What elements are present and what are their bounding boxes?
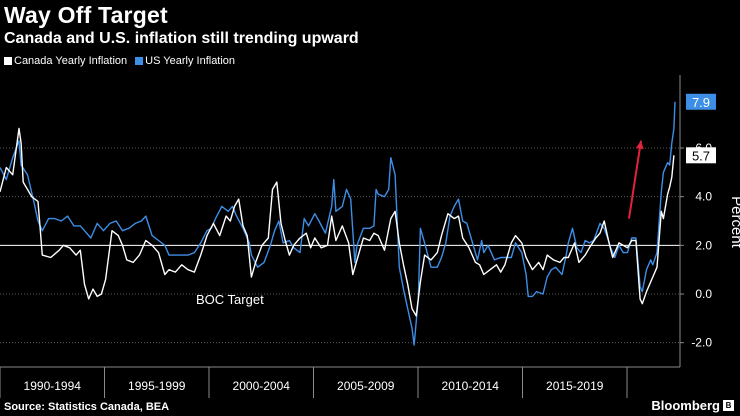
legend-label-canada: Canada Yearly Inflation bbox=[14, 55, 128, 67]
x-category-label: 1995-1999 bbox=[128, 379, 186, 393]
legend: Canada Yearly Inflation US Yearly Inflat… bbox=[4, 55, 235, 67]
y-tick-label: 0.0 bbox=[695, 287, 712, 301]
red-arrow-head bbox=[635, 140, 644, 150]
y-tick-label: -2.0 bbox=[691, 336, 712, 350]
us-end-label-box bbox=[686, 93, 716, 110]
y-tick-label: 4.0 bbox=[695, 190, 712, 204]
red-arrow-shaft bbox=[628, 140, 642, 219]
x-category-label: 1990-1994 bbox=[24, 379, 82, 393]
annotation-layer: 7.9 5.7 bbox=[628, 93, 716, 219]
legend-item-canada: Canada Yearly Inflation bbox=[4, 55, 127, 67]
source-note: Source: Statistics Canada, BEA bbox=[4, 401, 170, 413]
brand-name: Bloomberg bbox=[651, 398, 720, 413]
chart-title: Way Off Target bbox=[4, 2, 168, 28]
x-category-label: 2010-2014 bbox=[442, 379, 500, 393]
legend-swatch-canada bbox=[4, 57, 12, 65]
target-layer: BOC Target bbox=[0, 244, 680, 307]
canada-end-label-box bbox=[686, 147, 716, 164]
legend-swatch-us bbox=[135, 57, 144, 65]
x-category-label: 2000-2004 bbox=[233, 379, 291, 393]
bloomberg-logo-icon: B bbox=[723, 400, 734, 411]
legend-label-us: US Yearly Inflation bbox=[145, 55, 236, 67]
y-tick-label: 2.0 bbox=[695, 238, 712, 252]
brand: Bloomberg B bbox=[651, 398, 734, 413]
us-inflation-line bbox=[0, 101, 676, 346]
x-category-label: 2015-2019 bbox=[546, 379, 604, 393]
x-category-layer: 1990-1994 1995-1999 2000-2004 2005-2009 2010… bbox=[0, 366, 680, 398]
canada-inflation-line bbox=[0, 127, 675, 317]
series-layer bbox=[0, 101, 676, 346]
chart-subtitle: Canada and U.S. inflation still trending… bbox=[4, 30, 359, 47]
y-axis-title: Percent bbox=[728, 196, 740, 249]
canada-end-label: 5.7 bbox=[692, 148, 710, 163]
legend-item-us: US Yearly Inflation bbox=[135, 55, 235, 67]
boc-target-label: BOC Target bbox=[196, 292, 264, 307]
us-end-label: 7.9 bbox=[692, 95, 710, 110]
x-category-label: 2005-2009 bbox=[337, 379, 395, 393]
